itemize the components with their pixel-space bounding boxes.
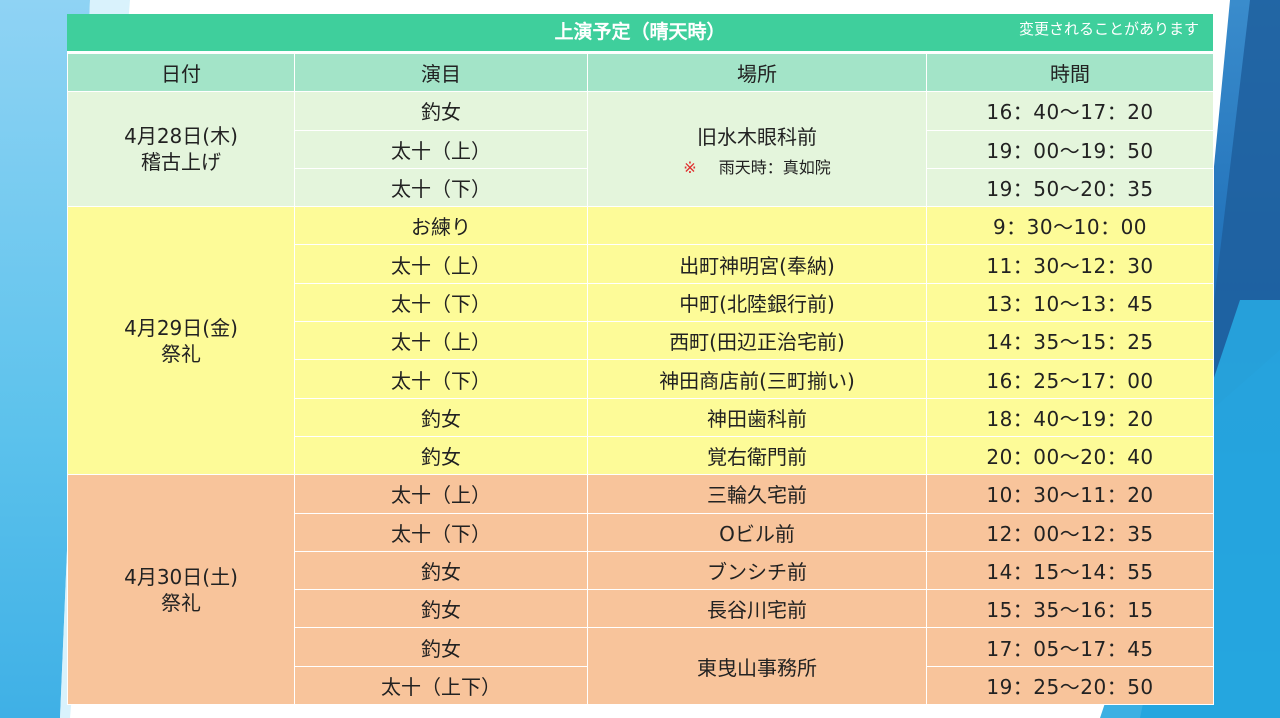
- rain-note: ※ 雨天時：真如院: [588, 154, 926, 178]
- time-cell: 19：25～20：50: [926, 665, 1214, 706]
- time-cell: 18：40～19：20: [926, 397, 1214, 437]
- program-cell: 釣女: [294, 550, 588, 591]
- program-cell: 太十（上）: [294, 321, 588, 361]
- table-row: 釣女 東曳山事務所 17：05～17：45: [68, 627, 1214, 706]
- time-cell: 14：35～15：25: [926, 321, 1214, 361]
- time-cell: 16：25～17：00: [926, 359, 1214, 399]
- date-label: 4月28日(木): [124, 124, 238, 149]
- program-cell: 太十（上）: [294, 474, 588, 514]
- place-cell: [587, 206, 927, 246]
- time-cell: 14：15～14：55: [926, 550, 1214, 591]
- program-cell: お練り: [294, 206, 588, 246]
- program-cell: 太十（上下）: [294, 665, 588, 706]
- table-row: 太十（上下） 19：25～20：50: [68, 665, 1214, 706]
- schedule-title: 上演予定（晴天時）: [554, 21, 726, 43]
- place-cell: 旧水木眼科前 ※ 雨天時：真如院: [587, 91, 927, 208]
- place-cell: 覚右衛門前: [587, 435, 927, 476]
- time-cell: 20：00～20：40: [926, 435, 1214, 476]
- event-label: 祭礼: [161, 341, 201, 366]
- schedule-sheet: 上演予定（晴天時） 変更されることがあります 日付 演目 場所 時間 4月28日…: [67, 14, 1214, 706]
- rain-note-text: 雨天時：真如院: [718, 157, 831, 177]
- schedule-table: 日付 演目 場所 時間 4月28日(木) 稽古上げ 釣女 旧水木眼科前 ※ 雨天時…: [67, 52, 1214, 706]
- program-cell: 釣女: [294, 91, 588, 131]
- place-cell: 三輪久宅前: [587, 474, 927, 514]
- header-row: 日付 演目 場所 時間: [67, 52, 1214, 93]
- title-bar: 上演予定（晴天時） 変更されることがあります: [67, 14, 1213, 51]
- header-time: 時間: [926, 52, 1214, 93]
- date-cell: 4月28日(木) 稽古上げ: [67, 91, 295, 208]
- place-label: 旧水木眼科前: [697, 124, 817, 149]
- program-cell: 釣女: [294, 627, 588, 667]
- time-cell: 9：30～10：00: [926, 206, 1214, 246]
- table-row: 太十（下） 19：50～20：35: [68, 167, 1214, 208]
- place-cell: 中町(北陸銀行前): [587, 282, 927, 323]
- program-cell: 太十（下）: [294, 359, 588, 399]
- program-cell: 太十（下）: [294, 167, 588, 208]
- table-row: 釣女 長谷川宅前 15：35～16：15: [68, 589, 1214, 629]
- header-program: 演目: [294, 52, 588, 93]
- place-cell: 神田歯科前: [587, 397, 927, 437]
- table-row: 4月28日(木) 稽古上げ 釣女 旧水木眼科前 ※ 雨天時：真如院 16：40～1…: [67, 91, 1214, 208]
- place-cell: 長谷川宅前: [587, 589, 927, 629]
- header-date: 日付: [67, 52, 295, 93]
- table-row: 太十（下） 神田商店前(三町揃い) 16：25～17：00: [68, 359, 1214, 399]
- program-cell: 太十（上）: [294, 244, 588, 284]
- event-label: 稽古上げ: [141, 150, 221, 175]
- time-cell: 12：00～12：35: [926, 512, 1214, 552]
- table-row: 釣女 ブンシチ前 14：15～14：55: [68, 550, 1214, 591]
- time-cell: 19：00～19：50: [926, 129, 1214, 169]
- place-cell: 出町神明宮(奉納): [587, 244, 927, 284]
- place-cell: ブンシチ前: [587, 550, 927, 591]
- change-notice: 変更されることがあります: [1018, 20, 1199, 38]
- time-cell: 19：50～20：35: [926, 167, 1214, 208]
- time-cell: 17：05～17：45: [926, 627, 1214, 667]
- table-row: 4月30日(土) 祭礼 太十（上） 三輪久宅前 10：30～11：20: [67, 474, 1214, 706]
- program-cell: 太十（下）: [294, 282, 588, 323]
- header-place: 場所: [587, 52, 927, 93]
- table-row: 4月29日(金) 祭礼 お練り 9：30～10：00: [67, 206, 1214, 476]
- program-cell: 太十（上）: [294, 129, 588, 169]
- event-label: 祭礼: [161, 590, 201, 615]
- table-row: 太十（上） 西町(田辺正治宅前) 14：35～15：25: [68, 321, 1214, 361]
- time-cell: 13：10～13：45: [926, 282, 1214, 323]
- program-cell: 太十（下）: [294, 512, 588, 552]
- time-cell: 16：40～17：20: [926, 91, 1214, 131]
- time-cell: 15：35～16：15: [926, 589, 1214, 629]
- place-cell: 神田商店前(三町揃い): [587, 359, 927, 399]
- date-label: 4月29日(金): [124, 315, 238, 340]
- table-row: 太十（上） 19：00～19：50: [68, 129, 1214, 169]
- place-cell: 西町(田辺正治宅前): [587, 321, 927, 361]
- table-row: 太十（上） 出町神明宮(奉納) 11：30～12：30: [68, 244, 1214, 284]
- time-cell: 10：30～11：20: [926, 474, 1214, 514]
- date-label: 4月30日(土): [124, 564, 238, 589]
- date-cell: 4月30日(土) 祭礼: [67, 474, 295, 706]
- note-mark-icon: ※: [683, 157, 697, 177]
- time-cell: 11：30～12：30: [926, 244, 1214, 284]
- date-cell: 4月29日(金) 祭礼: [67, 206, 295, 476]
- program-cell: 釣女: [294, 589, 588, 629]
- place-cell: 東曳山事務所: [587, 627, 927, 706]
- program-cell: 釣女: [294, 435, 588, 476]
- place-cell: Oビル前: [587, 512, 927, 552]
- table-row: 釣女 神田歯科前 18：40～19：20: [68, 397, 1214, 437]
- program-cell: 釣女: [294, 397, 588, 437]
- table-row: 釣女 覚右衛門前 20：00～20：40: [68, 435, 1214, 476]
